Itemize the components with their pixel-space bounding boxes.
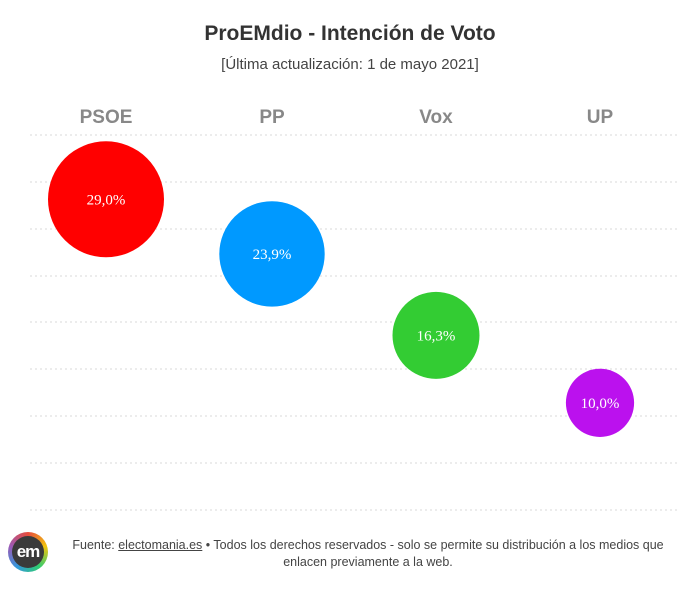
- chart-title: ProEMdio - Intención de Voto: [204, 22, 496, 45]
- bubbles: 29,0% 23,9% 16,3% 10,0%: [48, 141, 635, 437]
- footer-source: Fuente: electomania.es • Todos los derec…: [58, 537, 678, 571]
- party-label-up: UP: [587, 107, 614, 128]
- bubble-chart: PSOE PP Vox UP 29,0% 23,9% 16,3% 10,0%: [30, 107, 678, 511]
- bubble-up[interactable]: [565, 368, 635, 437]
- bubble-value-up: 10,0%: [581, 396, 620, 412]
- source-prefix: Fuente:: [72, 538, 119, 552]
- source-rest: • Todos los derechos reservados - solo s…: [202, 538, 664, 569]
- party-label-vox: Vox: [419, 107, 453, 128]
- source-link[interactable]: electomania.es: [118, 538, 203, 552]
- bubble-value-psoe: 29,0%: [87, 192, 126, 208]
- chart-subtitle: [Última actualización: 1 de mayo 2021]: [221, 56, 479, 73]
- party-labels: PSOE PP Vox UP: [80, 107, 614, 128]
- electomania-logo[interactable]: em: [8, 532, 48, 572]
- party-label-pp: PP: [259, 107, 285, 128]
- bubble-psoe[interactable]: [48, 141, 164, 258]
- bubble-pp[interactable]: [219, 201, 325, 307]
- logo-text: em: [12, 536, 44, 568]
- bubble-vox[interactable]: [392, 291, 480, 379]
- bubble-value-pp: 23,9%: [253, 247, 292, 263]
- bubble-value-vox: 16,3%: [417, 328, 456, 344]
- party-label-psoe: PSOE: [80, 107, 133, 128]
